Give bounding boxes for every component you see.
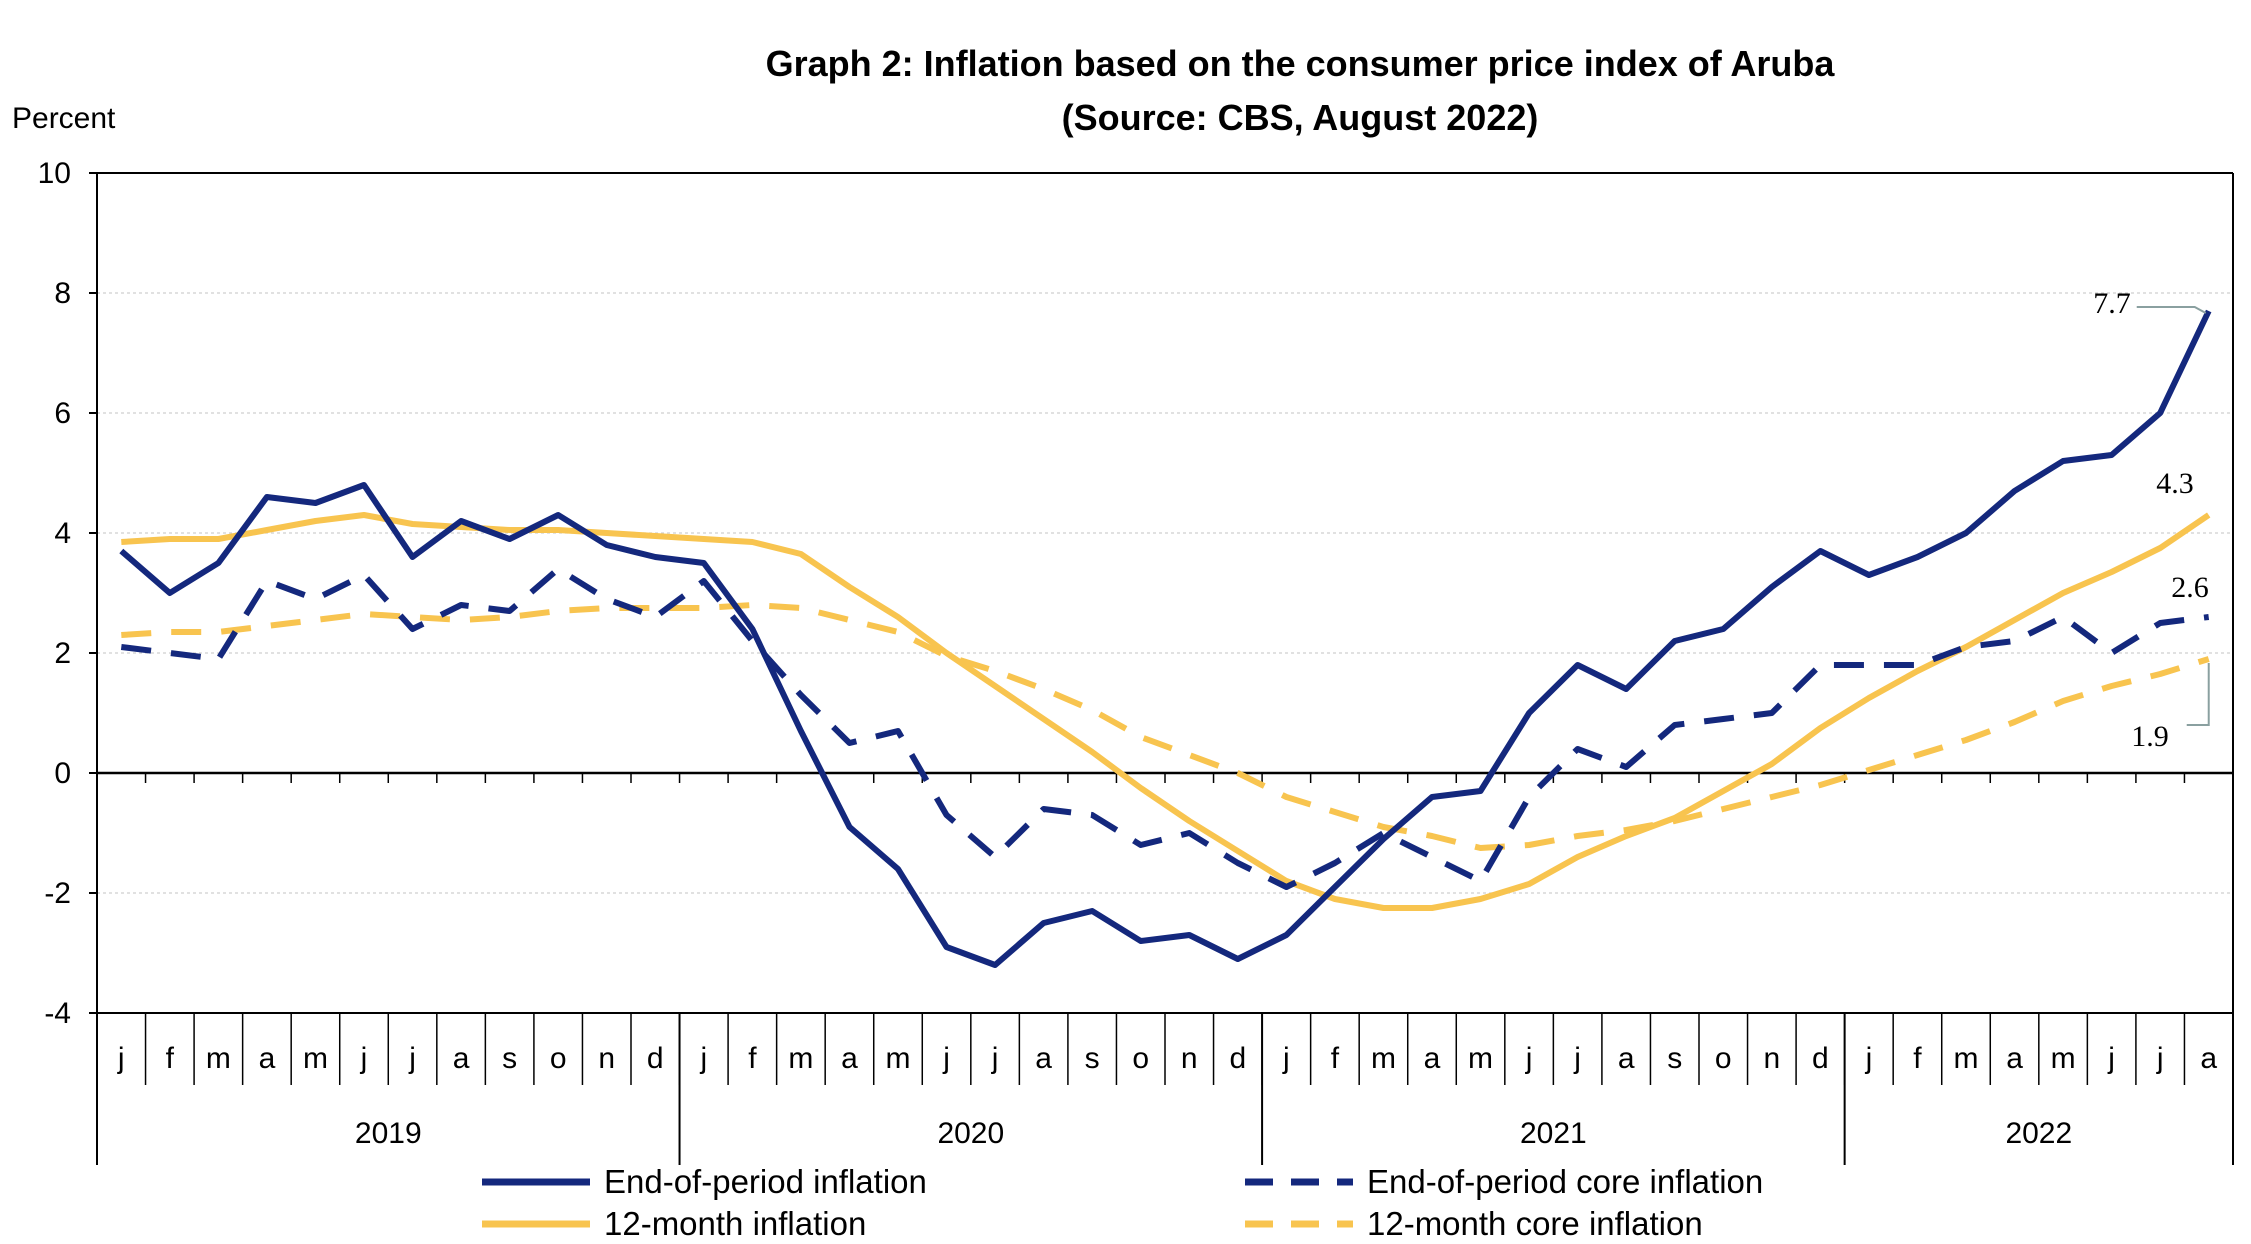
month-label: a: [2006, 1042, 2023, 1075]
month-label: s: [1667, 1042, 1682, 1075]
month-label: n: [1763, 1042, 1780, 1075]
month-label: n: [598, 1042, 615, 1075]
annotation-label: 1.9: [2131, 720, 2169, 753]
legend: End-of-period inflation End-of-period cor…: [482, 1163, 1763, 1242]
annotation-label: 2.6: [2171, 571, 2209, 604]
y-tick-label: 8: [54, 277, 71, 310]
month-label: o: [1715, 1042, 1732, 1075]
month-label: j: [991, 1042, 999, 1075]
month-label: a: [453, 1042, 470, 1075]
month-label: j: [2156, 1042, 2164, 1075]
y-tick-label: 4: [54, 517, 71, 550]
month-label: m: [788, 1042, 813, 1075]
month-label: j: [942, 1042, 950, 1075]
month-label: d: [647, 1042, 664, 1075]
legend-label-3: 12-month inflation: [604, 1205, 866, 1242]
legend-label-4: 12-month core inflation: [1367, 1205, 1703, 1242]
month-label: d: [1229, 1042, 1246, 1075]
y-tick-label: 2: [54, 637, 71, 670]
month-label: o: [1132, 1042, 1149, 1075]
month-label: f: [748, 1042, 757, 1075]
month-label: n: [1181, 1042, 1198, 1075]
month-label: a: [1618, 1042, 1635, 1075]
y-axis-label: Percent: [12, 102, 116, 135]
legend-label-1: End-of-period inflation: [604, 1163, 927, 1200]
month-label: d: [1812, 1042, 1829, 1075]
y-tick-labels: -4 -2 0 2 4 6 8 10: [38, 157, 71, 1030]
month-label: m: [2051, 1042, 2076, 1075]
month-label: a: [1035, 1042, 1052, 1075]
y-tick-label: 10: [38, 157, 71, 190]
chart-title: Graph 2: Inflation based on the consumer…: [766, 43, 1836, 84]
month-label: f: [1331, 1042, 1340, 1075]
month-label: j: [1865, 1042, 1873, 1075]
annotation-leader: [2136, 306, 2207, 314]
month-label: m: [1468, 1042, 1493, 1075]
chart-subtitle: (Source: CBS, August 2022): [1062, 97, 1539, 138]
month-label: o: [550, 1042, 567, 1075]
annotation-label: 4.3: [2156, 467, 2194, 500]
month-label: j: [408, 1042, 416, 1075]
month-label: a: [259, 1042, 276, 1075]
month-label: a: [841, 1042, 858, 1075]
month-label: m: [303, 1042, 328, 1075]
series-line-1: [119, 309, 2212, 968]
month-label: j: [2107, 1042, 2115, 1075]
month-label: m: [206, 1042, 231, 1075]
month-label: j: [1282, 1042, 1290, 1075]
year-label: 2020: [937, 1117, 1004, 1150]
year-label: 2021: [1520, 1117, 1587, 1150]
month-label: j: [1525, 1042, 1533, 1075]
month-label: s: [1085, 1042, 1100, 1075]
y-tick-label: -4: [44, 997, 71, 1030]
y-tick-label: -2: [44, 877, 71, 910]
month-label: f: [166, 1042, 175, 1075]
month-label: f: [1913, 1042, 1922, 1075]
month-label: j: [360, 1042, 368, 1075]
series-lines: [119, 309, 2212, 968]
y-tick-label: 6: [54, 397, 71, 430]
annotation-label: 7.7: [2093, 287, 2131, 320]
month-label: j: [699, 1042, 707, 1075]
annotation-leader: [2186, 663, 2210, 726]
month-label: s: [502, 1042, 517, 1075]
month-label: a: [2200, 1042, 2217, 1075]
month-label: j: [117, 1042, 125, 1075]
axes: [89, 172, 2234, 1165]
series-line-3: [121, 512, 2211, 911]
year-label: 2022: [2005, 1117, 2072, 1150]
series-line-2: [120, 566, 2210, 890]
series-line-4: [121, 602, 2210, 851]
data-annotations: 7.7 4.3 2.6 1.9: [2093, 287, 2210, 753]
month-label: j: [1573, 1042, 1581, 1075]
month-label: m: [1954, 1042, 1979, 1075]
y-tick-label: 0: [54, 757, 71, 790]
year-label: 2019: [355, 1117, 422, 1150]
legend-label-2: End-of-period core inflation: [1367, 1163, 1763, 1200]
gridlines: [97, 172, 2233, 894]
month-label: a: [1424, 1042, 1441, 1075]
month-label: m: [886, 1042, 911, 1075]
month-label: m: [1371, 1042, 1396, 1075]
